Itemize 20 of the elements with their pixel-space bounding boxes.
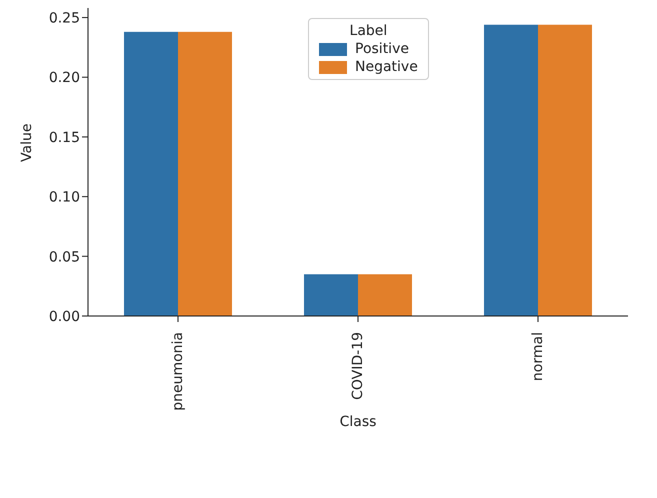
y-tick-label: 0.10 bbox=[48, 190, 80, 206]
x-tick-label: COVID-19 bbox=[350, 332, 366, 400]
bar bbox=[538, 24, 592, 316]
legend-label: Positive bbox=[355, 41, 409, 57]
legend-label: Negative bbox=[355, 59, 418, 75]
y-tick-label: 0.00 bbox=[48, 308, 80, 325]
y-tick-label: 0.25 bbox=[48, 10, 80, 27]
y-tick-label: 0.20 bbox=[48, 70, 80, 86]
legend-title: Label bbox=[348, 23, 388, 39]
x-axis-title: Class bbox=[340, 414, 376, 430]
y-axis-title: Value bbox=[18, 124, 35, 162]
bar bbox=[304, 274, 358, 316]
y-tick-label: 0.05 bbox=[48, 249, 80, 266]
bar bbox=[484, 24, 538, 316]
bar bbox=[124, 32, 178, 316]
x-tick-label: pneumonia bbox=[170, 332, 186, 411]
y-tick-label: 0.15 bbox=[48, 130, 80, 146]
bar bbox=[178, 32, 232, 316]
bar bbox=[358, 274, 412, 316]
x-tick-label: normal bbox=[530, 332, 546, 382]
